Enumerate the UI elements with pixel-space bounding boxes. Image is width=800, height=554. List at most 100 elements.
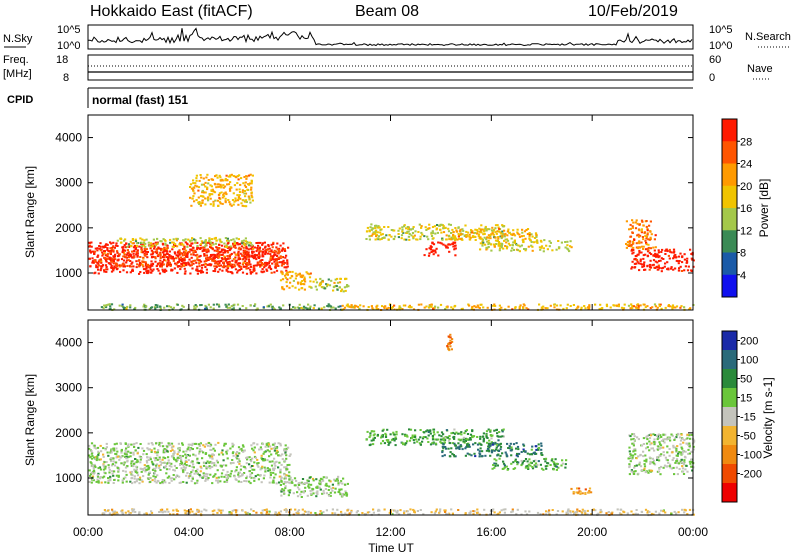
data-cell bbox=[503, 229, 506, 232]
data-cell bbox=[605, 512, 608, 515]
data-cell bbox=[161, 268, 164, 271]
data-cell bbox=[468, 235, 471, 238]
data-cell bbox=[192, 246, 195, 249]
data-cell bbox=[626, 241, 629, 244]
data-cell bbox=[192, 466, 195, 469]
data-cell bbox=[315, 281, 319, 284]
data-cell bbox=[232, 242, 235, 245]
data-cell bbox=[338, 286, 341, 289]
data-cell bbox=[296, 281, 300, 284]
data-cell bbox=[257, 241, 260, 244]
data-cell bbox=[478, 452, 481, 455]
data-cell bbox=[163, 248, 166, 251]
data-cell bbox=[501, 452, 504, 455]
data-cell bbox=[445, 447, 448, 450]
data-cell bbox=[136, 474, 140, 477]
data-cell bbox=[266, 449, 269, 452]
data-cell bbox=[320, 512, 323, 515]
data-cell bbox=[654, 234, 657, 237]
data-cell bbox=[630, 303, 633, 306]
data-cell bbox=[236, 454, 239, 457]
data-cell bbox=[125, 307, 128, 310]
data-cell bbox=[538, 246, 541, 249]
data-cell bbox=[486, 228, 489, 231]
data-cell bbox=[232, 244, 235, 247]
data-cell bbox=[411, 434, 414, 437]
data-cell bbox=[110, 303, 114, 306]
data-cell bbox=[490, 451, 494, 454]
data-cell bbox=[674, 306, 677, 309]
data-cell bbox=[663, 438, 666, 441]
data-cell bbox=[648, 456, 651, 459]
data-cell bbox=[448, 237, 451, 240]
data-cell bbox=[126, 459, 129, 462]
data-cell bbox=[249, 271, 252, 274]
data-cell bbox=[344, 289, 347, 292]
data-cell bbox=[104, 465, 107, 468]
data-cell bbox=[116, 455, 120, 458]
data-cell bbox=[139, 467, 142, 470]
data-cell bbox=[193, 186, 196, 189]
data-cell bbox=[211, 482, 214, 485]
data-cell bbox=[681, 450, 685, 453]
data-cell bbox=[212, 447, 215, 450]
data-cell bbox=[515, 442, 518, 445]
data-cell bbox=[269, 476, 272, 479]
data-cell bbox=[198, 201, 201, 203]
data-cell bbox=[102, 447, 105, 450]
data-cell bbox=[449, 451, 452, 454]
data-cell bbox=[133, 244, 136, 247]
data-cell bbox=[224, 179, 227, 182]
data-cell bbox=[468, 453, 471, 456]
data-cell bbox=[505, 241, 508, 244]
data-cell bbox=[166, 508, 169, 511]
data-cell bbox=[194, 254, 197, 257]
data-cell bbox=[252, 510, 255, 512]
data-cell bbox=[121, 512, 124, 515]
data-cell bbox=[479, 437, 482, 440]
data-cell bbox=[213, 449, 216, 452]
data-cell bbox=[446, 246, 449, 249]
data-cell bbox=[578, 510, 581, 513]
data-cell bbox=[445, 306, 448, 308]
data-cell bbox=[248, 261, 251, 264]
data-cell bbox=[220, 191, 223, 194]
data-cell bbox=[508, 447, 511, 450]
data-cell bbox=[268, 469, 272, 472]
data-cell bbox=[494, 236, 497, 239]
data-cell bbox=[194, 512, 198, 515]
data-cell bbox=[465, 230, 468, 233]
data-cell bbox=[271, 257, 274, 260]
data-cell bbox=[216, 469, 219, 472]
colorbar-tick-label: 20 bbox=[740, 181, 752, 193]
data-cell bbox=[150, 442, 153, 444]
data-cell bbox=[442, 443, 445, 446]
data-cell bbox=[105, 243, 108, 246]
data-cell bbox=[276, 265, 279, 267]
data-cell bbox=[443, 441, 446, 444]
data-cell bbox=[471, 235, 475, 238]
data-cell bbox=[299, 493, 302, 496]
data-cell bbox=[432, 307, 435, 310]
data-cell bbox=[249, 272, 252, 275]
data-cell bbox=[644, 234, 647, 237]
data-cell bbox=[207, 477, 210, 479]
data-cell bbox=[223, 255, 226, 258]
data-cell bbox=[358, 307, 361, 310]
data-cell bbox=[672, 248, 676, 251]
data-cell bbox=[191, 444, 194, 447]
data-cell bbox=[209, 306, 212, 309]
data-cell bbox=[273, 251, 276, 254]
data-cell bbox=[152, 475, 155, 478]
data-cell bbox=[237, 250, 240, 253]
data-cell bbox=[259, 468, 262, 471]
data-cell bbox=[462, 436, 465, 439]
data-cell bbox=[274, 447, 277, 450]
data-cell bbox=[128, 253, 131, 256]
data-cell bbox=[654, 254, 657, 257]
data-cell bbox=[639, 258, 642, 261]
data-cell bbox=[277, 454, 280, 457]
data-cell bbox=[557, 466, 560, 469]
data-cell bbox=[256, 464, 259, 467]
nsky-line bbox=[87, 27, 693, 47]
